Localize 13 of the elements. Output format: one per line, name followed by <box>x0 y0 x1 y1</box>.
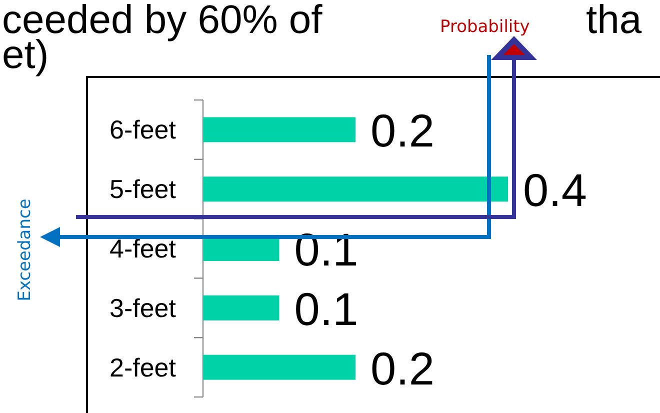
data-label: 0.1 <box>294 282 358 335</box>
y-tick-label: 5-feet <box>110 174 177 204</box>
data-label: 0.2 <box>370 104 434 157</box>
y-tick-label: 6-feet <box>110 114 177 145</box>
text: Probability <box>440 17 530 37</box>
y-tick-label: 4-feet <box>110 234 177 264</box>
y-tick-label: 2-feet <box>110 352 177 382</box>
data-label: 0.2 <box>370 342 434 394</box>
text: Exceedance <box>15 198 35 302</box>
data-label: 0.4 <box>523 164 587 216</box>
text: tha <box>586 0 642 42</box>
y-tick-label: 3-feet <box>110 292 177 323</box>
text: et) <box>2 33 49 77</box>
